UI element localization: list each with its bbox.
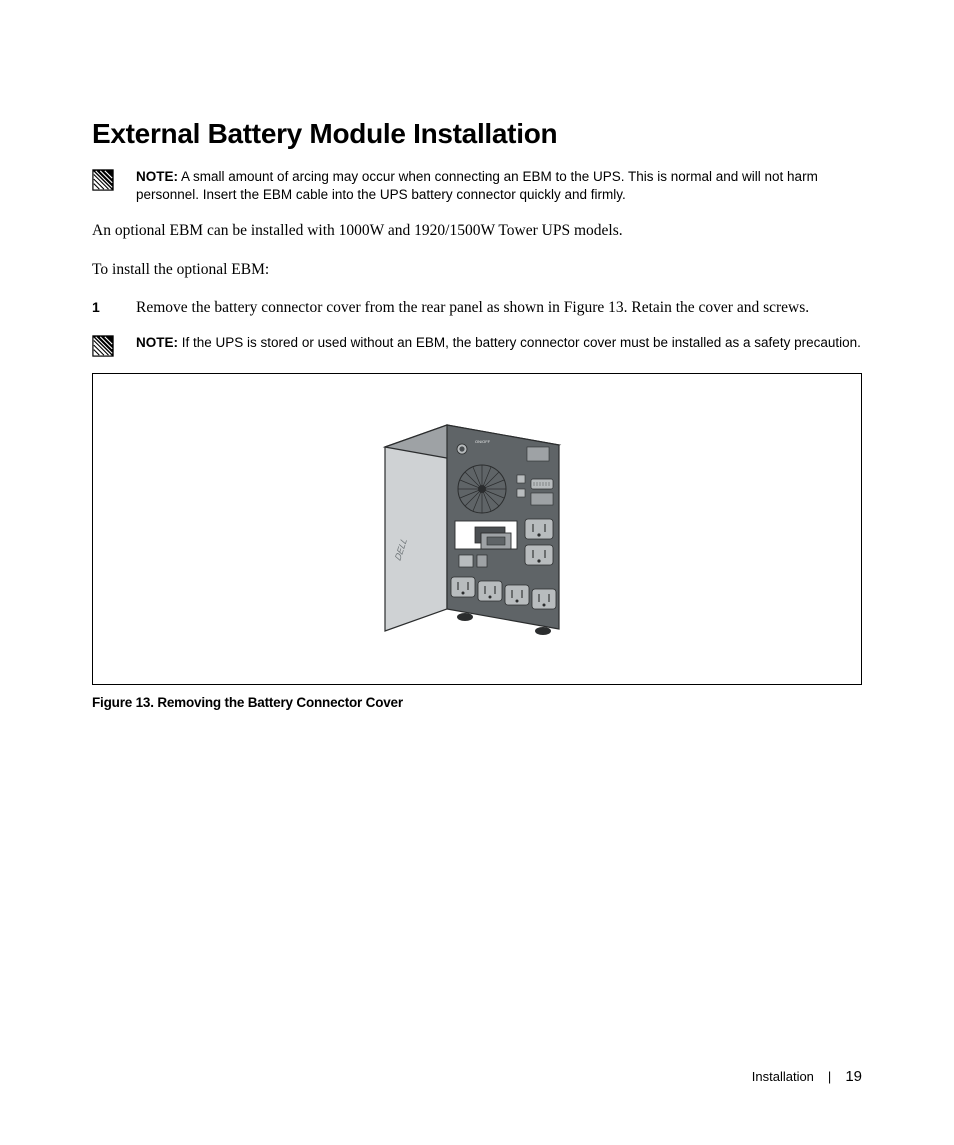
note-icon: [92, 169, 114, 191]
note-1-body: NOTE: A small amount of arcing may occur…: [136, 168, 862, 204]
note-1-text: A small amount of arcing may occur when …: [136, 169, 818, 202]
paragraph-instruction: To install the optional EBM:: [92, 259, 862, 281]
note-1: NOTE: A small amount of arcing may occur…: [92, 168, 862, 204]
footer-page-number: 19: [845, 1068, 862, 1085]
step-1-text: Remove the battery connector cover from …: [136, 297, 809, 319]
section-title: External Battery Module Installation: [92, 118, 862, 150]
footer-section: Installation: [752, 1069, 814, 1084]
note-2-label: NOTE:: [136, 335, 178, 350]
step-1-number: 1: [92, 297, 136, 315]
paragraph-models: An optional EBM can be installed with 10…: [92, 220, 862, 242]
page-footer: Installation | 19: [752, 1068, 862, 1085]
note-2-body: NOTE: If the UPS is stored or used witho…: [136, 334, 861, 352]
note-icon: [92, 335, 114, 357]
figure-13-box: DELL ON/OFF: [92, 373, 862, 685]
step-1: 1 Remove the battery connector cover fro…: [92, 297, 862, 319]
footer-separator: |: [828, 1069, 831, 1084]
note-1-label: NOTE:: [136, 169, 178, 184]
svg-text:ON/OFF: ON/OFF: [475, 439, 491, 444]
note-2-text: If the UPS is stored or used without an …: [182, 335, 861, 350]
note-2: NOTE: If the UPS is stored or used witho…: [92, 334, 862, 357]
ups-illustration: DELL ON/OFF: [347, 399, 607, 659]
figure-13-caption: Figure 13. Removing the Battery Connecto…: [92, 695, 862, 710]
